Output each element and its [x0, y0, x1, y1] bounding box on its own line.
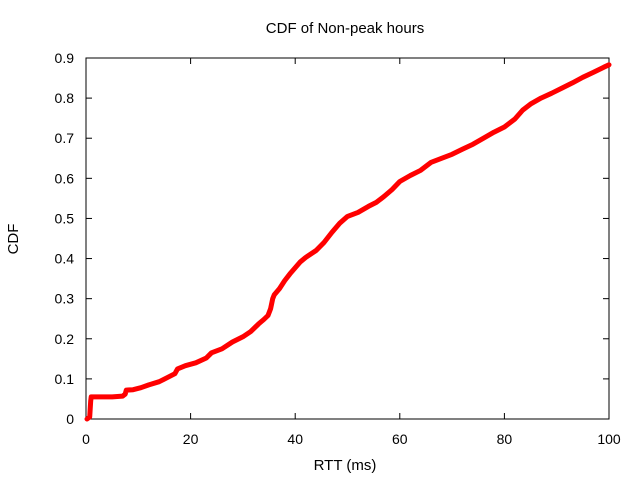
x-tick-label: 0 [82, 431, 90, 447]
x-tick-label: 60 [392, 431, 408, 447]
x-tick-label: 100 [597, 431, 621, 447]
x-axis-label: RTT (ms) [314, 457, 377, 474]
plot-frame [85, 57, 610, 420]
y-tick-label: 0.1 [55, 371, 75, 387]
y-tick-label: 0.2 [55, 331, 75, 347]
x-tick-label: 20 [183, 431, 199, 447]
y-tick-label: 0.8 [55, 90, 75, 106]
y-tick-label: 0 [66, 411, 74, 427]
y-tick-label: 0.9 [55, 50, 75, 66]
x-tick-label: 80 [497, 431, 513, 447]
y-axis-label: CDF [5, 224, 22, 255]
series-layer [84, 62, 612, 422]
y-tick-label: 0.3 [55, 291, 75, 307]
chart-title: CDF of Non-peak hours [266, 20, 424, 37]
y-tick-label: 0.5 [55, 210, 75, 226]
x-axis: 0 20 40 60 80 100 [82, 58, 621, 447]
y-tick-label: 0.4 [55, 251, 75, 267]
cdf-series-line [84, 62, 612, 422]
x-tick-label: 40 [287, 431, 303, 447]
y-tick-label: 0.6 [55, 170, 75, 186]
y-tick-label: 0.7 [55, 130, 75, 146]
